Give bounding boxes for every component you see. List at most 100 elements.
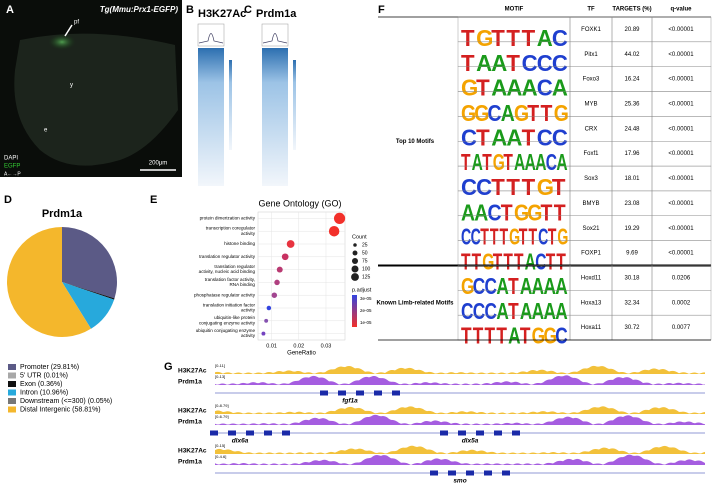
- gene-name: smo: [453, 478, 466, 484]
- colorbar: [352, 295, 357, 327]
- exon: [512, 430, 520, 436]
- y-tick-label: phosphatase regulator activity: [194, 292, 256, 297]
- dot: [271, 292, 278, 298]
- targets: 20.89: [624, 27, 640, 33]
- motif-logo: TATGTAAACA: [461, 150, 568, 176]
- chart-title: Gene Ontology (GO): [258, 198, 341, 208]
- heatmap: [198, 48, 224, 186]
- track-range: [0-15]: [215, 443, 225, 448]
- x-axis-label: GeneRatio: [287, 351, 316, 357]
- pie-slice: [6, 227, 91, 337]
- legend-label: 75: [362, 258, 368, 264]
- profile: [198, 33, 224, 44]
- motif: GGCAGTTG: [461, 100, 569, 126]
- motif: TGTTTAC: [461, 25, 568, 52]
- exon: [320, 390, 328, 396]
- legend-dot: [351, 273, 359, 281]
- q-value: 0.0077: [672, 325, 691, 331]
- targets: 16.24: [624, 77, 640, 83]
- exon: [246, 430, 254, 436]
- dot: [276, 266, 283, 273]
- signal-track: [215, 445, 705, 454]
- q-value: <0.00001: [668, 251, 694, 257]
- chart-title: Prdm1a: [42, 208, 83, 220]
- targets: 9.69: [626, 251, 638, 257]
- legend-swatch: [8, 372, 16, 379]
- dot: [281, 253, 289, 261]
- motif-logo: TAATCCC: [461, 49, 568, 76]
- exon: [466, 470, 474, 476]
- y-tick-label: ubiquitin-like protein conjugating enzym…: [198, 315, 256, 325]
- dot: [261, 331, 266, 336]
- pie-slice: [62, 282, 115, 329]
- legend-label: 1e-05: [360, 320, 372, 325]
- legend-swatch: [8, 381, 16, 387]
- targets: 30.18: [624, 275, 640, 281]
- motif: TAATCCC: [461, 49, 568, 76]
- track-name: H3K27Ac: [178, 408, 207, 415]
- table-header: TARGETS (%): [612, 7, 651, 13]
- q-value: <0.00001: [668, 151, 694, 157]
- tf: Foxo3: [583, 77, 600, 83]
- motif-logo: TGTTTAC: [461, 25, 568, 52]
- legend-dot: [352, 250, 358, 256]
- signal-track: [215, 375, 705, 385]
- panel-letter: C: [244, 4, 252, 16]
- q-value: <0.00001: [668, 226, 694, 232]
- dot: [266, 305, 272, 311]
- table-header: q-value: [670, 7, 692, 13]
- legend: DAPI: [4, 156, 18, 162]
- legend-label: 50: [362, 250, 368, 256]
- legend-label: 25: [362, 242, 368, 248]
- table-header: MOTIF: [505, 7, 524, 13]
- exon: [458, 430, 466, 436]
- track-name: H3K27Ac: [178, 448, 207, 455]
- q-value: <0.00001: [668, 77, 694, 83]
- targets: 24.48: [624, 126, 640, 132]
- q-value: <0.00001: [668, 52, 694, 58]
- panel-letter: E: [150, 194, 157, 206]
- signal-track: [215, 365, 705, 374]
- motif-logo: GGCAGTTG: [461, 100, 569, 126]
- tf: BMYB: [582, 201, 599, 207]
- arrow: [64, 24, 73, 37]
- motif-logo: CTAATCC: [461, 124, 568, 151]
- motif: TTTTATGGC: [461, 325, 568, 350]
- tf: Foxf1: [583, 151, 599, 157]
- legend-label: Intron (10.96%): [20, 389, 68, 396]
- legend-label: 125: [362, 274, 371, 280]
- panel-letter: G: [164, 361, 173, 373]
- title: Prdm1a: [256, 8, 297, 20]
- group-label: Known Limb-related Motifs: [377, 300, 455, 306]
- legend-dot: [351, 265, 359, 273]
- dot: [264, 318, 269, 323]
- exon: [502, 470, 510, 476]
- tf: Hoxa11: [581, 325, 602, 331]
- exon: [282, 430, 290, 436]
- legend-label: 5' UTR (0.01%): [20, 372, 68, 379]
- title: H3K27Ac: [198, 8, 246, 20]
- pie-slice: [62, 227, 117, 299]
- y-tick-label: ubiquitin conjugating enzyme activity: [196, 328, 256, 338]
- group-label: Top 10 Motifs: [396, 139, 435, 145]
- legend-label: Exon (0.36%): [20, 381, 62, 388]
- tf: FOXK1: [581, 27, 601, 33]
- legend-label: Distal Intergenic (58.81%): [20, 406, 101, 413]
- motif-logo: GCCATAAAA: [461, 275, 568, 300]
- profile: [262, 33, 288, 44]
- legend-label: 100: [362, 266, 371, 272]
- motif-logo: CCCATAAAA: [461, 300, 568, 325]
- x-tick-label: 0.03: [321, 343, 332, 349]
- motif: TATGTAAACA: [461, 150, 568, 176]
- motif: GTAAACA: [461, 74, 568, 101]
- pie-slice: [62, 282, 115, 299]
- embryo: [14, 33, 179, 166]
- exon: [476, 430, 484, 436]
- exon: [338, 390, 346, 396]
- dot: [333, 212, 346, 224]
- panel-c: C Prdm1a: [244, 4, 297, 186]
- q-value: <0.00001: [668, 102, 694, 108]
- legend-swatch: [8, 398, 16, 404]
- targets: 23.08: [624, 201, 640, 207]
